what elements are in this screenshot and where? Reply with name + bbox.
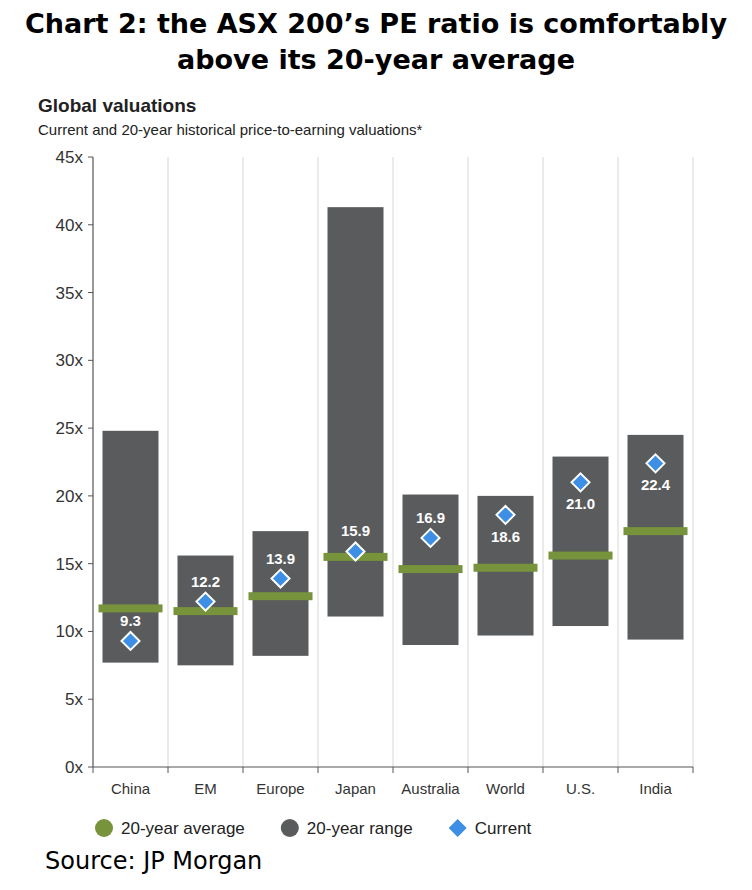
- grid-line: [318, 157, 319, 767]
- y-tick: [88, 157, 93, 158]
- y-tick: [88, 767, 93, 768]
- data-label: 18.6: [491, 528, 520, 545]
- page: Chart 2: the ASX 200’s PE ratio is comfo…: [0, 0, 752, 890]
- data-label: 12.2: [191, 573, 220, 590]
- y-tick-label: 30x: [56, 351, 84, 370]
- y-tick: [88, 224, 93, 225]
- x-tick-label: Europe: [256, 780, 304, 797]
- average-marker: [474, 564, 538, 572]
- current-marker: [347, 542, 365, 560]
- range-bar: [628, 435, 684, 640]
- data-label: 9.3: [120, 612, 141, 629]
- current-marker: [497, 506, 515, 524]
- x-tick: [693, 767, 694, 773]
- x-tick: [168, 767, 169, 773]
- legend-label: 20-year average: [121, 819, 245, 838]
- subtitle: Global valuations: [38, 95, 196, 116]
- x-tick-label: World: [486, 780, 525, 797]
- current-marker: [122, 632, 140, 650]
- y-tick: [88, 563, 93, 564]
- current-marker: [647, 454, 665, 472]
- x-tick: [618, 767, 619, 773]
- x-tick-label: U.S.: [566, 780, 595, 797]
- y-tick: [88, 360, 93, 361]
- range-bar: [103, 431, 159, 663]
- y-tick: [88, 495, 93, 496]
- marks: [99, 207, 688, 665]
- x-tick-label: China: [111, 780, 151, 797]
- average-marker: [249, 592, 313, 600]
- current-marker: [197, 593, 215, 611]
- x-tick: [543, 767, 544, 773]
- x-tick: [468, 767, 469, 773]
- x-tick: [393, 767, 394, 773]
- grid-line: [243, 157, 244, 767]
- average-marker: [624, 527, 688, 535]
- current-marker: [572, 473, 590, 491]
- grid-line: [168, 157, 169, 767]
- x-tick: [318, 767, 319, 773]
- chart-title: Chart 2: the ASX 200’s PE ratio is comfo…: [6, 6, 746, 78]
- x-tick-label: India: [639, 780, 672, 797]
- grid-line: [543, 157, 544, 767]
- data-label: 13.9: [266, 550, 295, 567]
- grid-line: [693, 157, 694, 767]
- y-tick-label: 0x: [65, 758, 83, 777]
- y-tick-label: 35x: [56, 284, 84, 303]
- legend-label: 20-year range: [307, 819, 413, 838]
- y-tick-label: 40x: [56, 216, 84, 235]
- y-tick-label: 20x: [56, 487, 84, 506]
- legend-item: Current: [449, 819, 532, 838]
- y-tick-label: 10x: [56, 622, 84, 641]
- legend-swatch: [95, 819, 113, 837]
- data-labels: 9.3 12.2 13.9 15.9 16.9 18.6 21.0 22.4: [120, 476, 671, 629]
- x-tick-label: EM: [194, 780, 217, 797]
- data-label: 22.4: [641, 476, 671, 493]
- grid-line: [618, 157, 619, 767]
- y-tick: [88, 699, 93, 700]
- current-marker: [422, 529, 440, 547]
- data-label: 21.0: [566, 495, 595, 512]
- chart-svg: Global valuations Current and 20-year his…: [0, 0, 752, 890]
- legend-swatch: [449, 819, 467, 837]
- data-label: 15.9: [341, 522, 370, 539]
- average-marker: [399, 565, 463, 573]
- current-marker: [272, 570, 290, 588]
- x-tick: [93, 767, 94, 773]
- y-tick-label: 15x: [56, 555, 84, 574]
- y-tick-label: 25x: [56, 419, 84, 438]
- y-axis-line: [92, 157, 93, 767]
- y-tick: [88, 292, 93, 293]
- data-label: 16.9: [416, 509, 445, 526]
- y-tick: [88, 428, 93, 429]
- y-tick-label: 45x: [56, 148, 84, 167]
- source: Source: JP Morgan: [45, 847, 262, 875]
- legend-item: 20-year range: [281, 819, 413, 838]
- y-tick-label: 5x: [65, 690, 83, 709]
- x-tick: [243, 767, 244, 773]
- caption: Current and 20-year historical price-to-…: [38, 121, 423, 138]
- legend-swatch: [281, 819, 299, 837]
- legend-label: Current: [475, 819, 532, 838]
- x-tick-label: Japan: [335, 780, 376, 797]
- grid-line: [468, 157, 469, 767]
- average-marker: [549, 552, 613, 560]
- grid-line: [393, 157, 394, 767]
- range-bar: [553, 457, 609, 626]
- x-tick-label: Australia: [401, 780, 460, 797]
- y-tick: [88, 631, 93, 632]
- legend-item: 20-year average: [95, 819, 245, 838]
